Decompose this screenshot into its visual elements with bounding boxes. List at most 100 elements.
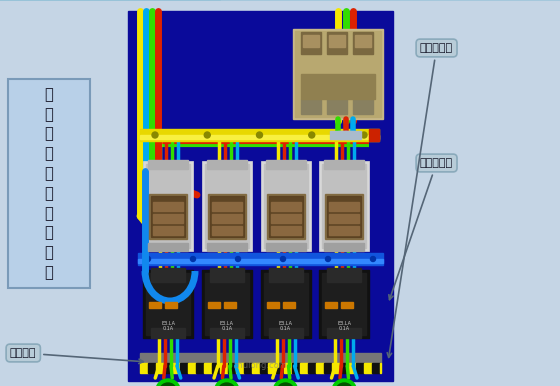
Bar <box>153 214 183 223</box>
Circle shape <box>256 132 263 138</box>
Bar <box>327 196 361 237</box>
Bar <box>267 302 278 308</box>
Bar <box>341 302 353 308</box>
Bar <box>143 161 193 251</box>
Bar <box>244 363 252 373</box>
Bar <box>330 131 346 139</box>
Text: 重复接地: 重复接地 <box>10 348 143 364</box>
Bar <box>270 214 301 223</box>
Bar <box>353 32 373 54</box>
Bar <box>188 363 196 373</box>
Text: 干包电缆头: 干包电缆头 <box>389 158 453 300</box>
Text: E3.LA
0.1A: E3.LA 0.1A <box>161 321 175 332</box>
Bar <box>260 363 268 373</box>
Ellipse shape <box>273 379 297 386</box>
Bar <box>327 268 361 282</box>
Bar <box>143 270 193 338</box>
Bar <box>148 160 188 169</box>
Bar <box>329 214 360 223</box>
Bar <box>212 363 220 373</box>
Circle shape <box>309 132 315 138</box>
Text: E3.LA
0.1A: E3.LA 0.1A <box>278 321 292 332</box>
Bar <box>151 268 185 282</box>
Bar <box>316 363 324 373</box>
Bar <box>329 35 345 47</box>
Bar <box>301 99 321 114</box>
Bar <box>172 363 180 373</box>
Bar <box>300 363 308 373</box>
Bar <box>322 164 366 248</box>
Circle shape <box>371 257 376 261</box>
Bar <box>204 363 212 373</box>
Bar <box>252 363 260 373</box>
Text: 角锂支架: 角锂支架 <box>0 385 1 386</box>
Bar <box>207 160 247 169</box>
Bar <box>153 226 183 235</box>
Bar <box>295 31 381 117</box>
Bar <box>264 164 307 248</box>
Bar <box>156 363 164 373</box>
Bar <box>369 129 379 141</box>
Bar <box>208 194 246 239</box>
Text: zhulong.com: zhulong.com <box>234 362 287 371</box>
Bar <box>151 196 185 237</box>
Bar <box>236 363 244 373</box>
Bar <box>220 363 228 373</box>
Circle shape <box>152 132 158 138</box>
Ellipse shape <box>214 379 239 386</box>
Bar <box>380 363 381 373</box>
Bar <box>212 226 242 235</box>
Bar <box>322 273 366 335</box>
Bar <box>153 202 183 211</box>
Text: E3.LA
0.1A: E3.LA 0.1A <box>337 321 351 332</box>
Bar <box>355 35 371 47</box>
Bar <box>265 160 306 169</box>
Bar <box>138 253 383 265</box>
Circle shape <box>281 257 286 261</box>
Bar <box>353 99 373 114</box>
Bar <box>325 194 363 239</box>
Bar <box>202 270 252 338</box>
Bar <box>128 11 393 381</box>
Bar <box>268 268 302 282</box>
Bar <box>212 214 242 223</box>
Ellipse shape <box>156 379 180 386</box>
Text: 保护零线排: 保护零线排 <box>387 43 453 357</box>
Bar <box>319 161 369 251</box>
Bar <box>140 135 379 139</box>
Bar <box>140 129 379 141</box>
Bar <box>148 243 188 251</box>
Bar <box>148 363 156 373</box>
Circle shape <box>190 257 195 261</box>
Bar <box>205 164 249 248</box>
Bar <box>140 363 148 373</box>
Bar <box>325 302 337 308</box>
Bar <box>276 363 284 373</box>
Bar <box>260 161 310 251</box>
Bar <box>268 363 276 373</box>
Bar <box>146 164 190 248</box>
Bar <box>329 202 360 211</box>
Bar <box>364 363 372 373</box>
Text: 总
配
电
柜
电
缆
接
线
方
法: 总 配 电 柜 电 缆 接 线 方 法 <box>45 87 53 280</box>
Bar <box>267 194 305 239</box>
Bar <box>210 268 244 282</box>
Bar <box>284 363 292 373</box>
Bar <box>149 194 187 239</box>
Ellipse shape <box>160 383 176 386</box>
Bar <box>138 259 383 263</box>
Bar <box>151 328 185 338</box>
Bar <box>210 196 244 237</box>
Bar <box>356 363 364 373</box>
Bar <box>205 273 249 335</box>
Bar <box>202 161 252 251</box>
Bar <box>208 302 220 308</box>
Bar <box>212 202 242 211</box>
Bar <box>264 273 307 335</box>
Circle shape <box>325 257 330 261</box>
Bar <box>207 243 247 251</box>
Ellipse shape <box>278 383 293 386</box>
Circle shape <box>361 132 367 138</box>
Bar <box>196 363 204 373</box>
Ellipse shape <box>336 383 352 386</box>
